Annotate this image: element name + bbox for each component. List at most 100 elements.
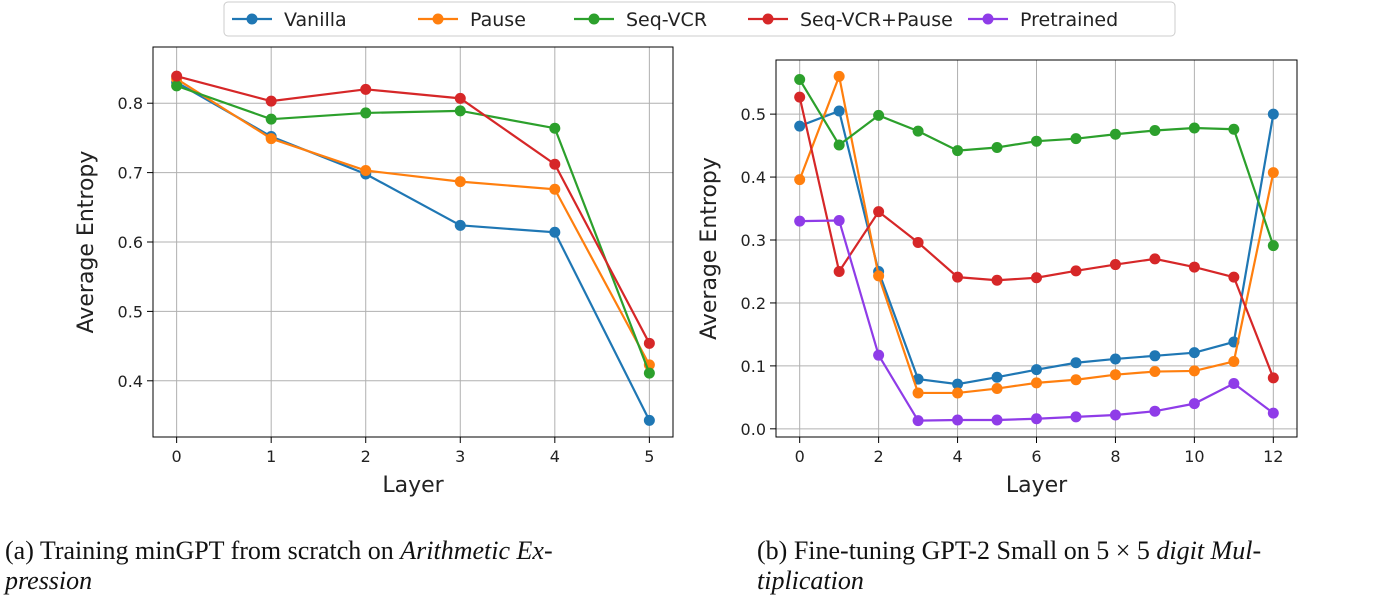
legend: Vanilla Pause Seq-VCR Seq-VCR+Pause Pretrain… xyxy=(223,1,1176,37)
legend-marker xyxy=(982,13,994,25)
data-point xyxy=(265,113,277,125)
data-point xyxy=(1228,378,1240,390)
data-point xyxy=(549,158,561,170)
x-tick-label: 12 xyxy=(1263,447,1283,466)
x-tick-label: 4 xyxy=(550,447,560,466)
data-point xyxy=(454,105,466,117)
plot-frame xyxy=(152,46,674,438)
x-tick-label: 10 xyxy=(1184,447,1204,466)
data-point xyxy=(1267,240,1279,252)
data-point xyxy=(794,91,806,103)
data-point xyxy=(794,120,806,132)
data-point xyxy=(991,274,1003,286)
data-point xyxy=(549,122,561,134)
x-tick-label: 0 xyxy=(795,447,805,466)
data-point xyxy=(833,70,845,82)
data-point xyxy=(360,165,372,177)
data-point xyxy=(873,206,885,218)
data-point xyxy=(643,414,655,426)
y-tick-label: 0.7 xyxy=(118,164,143,183)
data-point xyxy=(833,265,845,277)
x-tick-label: 5 xyxy=(644,447,654,466)
x-tick-label: 6 xyxy=(1031,447,1041,466)
data-point xyxy=(171,80,183,92)
data-point xyxy=(1149,124,1161,136)
x-tick-label: 3 xyxy=(455,447,465,466)
data-point xyxy=(794,174,806,186)
caption-text: 5 × 5 xyxy=(1096,536,1157,565)
caption: (a) Training minGPT from scratch on Arit… xyxy=(5,536,553,596)
data-point xyxy=(1188,261,1200,273)
x-tick-label: 2 xyxy=(361,447,371,466)
legend-marker xyxy=(588,13,600,25)
data-point xyxy=(1031,377,1042,389)
data-point xyxy=(952,414,964,426)
y-axis-label: Average Entropy xyxy=(697,157,722,340)
plot-frame xyxy=(775,59,1298,438)
data-point xyxy=(912,125,924,137)
y-tick-label: 0.0 xyxy=(741,420,766,439)
data-point xyxy=(265,95,277,107)
y-tick-label: 0.4 xyxy=(741,168,766,187)
y-axis-label: Average Entropy xyxy=(74,151,99,334)
data-point xyxy=(1070,133,1082,145)
legend-marker xyxy=(432,13,444,25)
legend-label: Vanilla xyxy=(284,9,347,31)
data-point xyxy=(1228,355,1240,367)
caption-text: (a) Training minGPT from scratch on xyxy=(5,536,401,565)
caption: (b) Fine-tuning GPT-2 Small on 5 × 5 dig… xyxy=(757,536,1261,596)
y-tick-label: 0.5 xyxy=(741,105,766,124)
y-tick-label: 0.5 xyxy=(118,302,143,321)
data-point xyxy=(454,219,466,231)
data-point xyxy=(643,337,655,349)
x-tick-label: 0 xyxy=(172,447,182,466)
data-point xyxy=(454,92,466,104)
x-axis-label: Layer xyxy=(1006,473,1068,498)
series-line xyxy=(176,75,651,344)
data-point xyxy=(991,414,1003,426)
data-point xyxy=(1109,259,1121,271)
y-tick-label: 0.4 xyxy=(118,372,143,391)
data-point xyxy=(991,383,1003,395)
data-point xyxy=(1188,365,1200,377)
data-point xyxy=(1109,128,1121,140)
y-tick-label: 0.2 xyxy=(741,294,766,313)
data-point xyxy=(1267,407,1279,419)
data-point xyxy=(643,367,655,379)
data-point xyxy=(1188,347,1200,359)
data-point xyxy=(1109,369,1121,381)
data-point xyxy=(1070,411,1082,423)
data-point xyxy=(549,183,561,195)
x-tick-label: 8 xyxy=(1110,447,1120,466)
data-point xyxy=(360,83,372,95)
data-point xyxy=(171,70,183,82)
data-point xyxy=(1188,122,1200,134)
data-point xyxy=(912,237,924,249)
data-point xyxy=(873,109,885,121)
data-point xyxy=(1109,409,1121,421)
data-point xyxy=(873,349,885,361)
data-point xyxy=(952,271,964,283)
legend-marker xyxy=(762,13,774,25)
caption-text: pression xyxy=(5,566,93,595)
data-point xyxy=(1031,413,1042,425)
x-tick-label: 1 xyxy=(266,447,276,466)
data-point xyxy=(1109,353,1121,365)
data-point xyxy=(1228,271,1240,283)
data-point xyxy=(1149,350,1161,362)
data-point xyxy=(1031,364,1042,376)
data-point xyxy=(873,270,885,282)
legend-label: Pretrained xyxy=(1020,9,1118,31)
caption-line: (a) Training minGPT from scratch on Arit… xyxy=(5,536,553,566)
data-point xyxy=(360,107,372,119)
legend-label: Pause xyxy=(470,9,526,31)
data-point xyxy=(912,415,924,427)
data-point xyxy=(1267,108,1279,120)
series-line xyxy=(176,77,651,366)
data-point xyxy=(912,387,924,399)
legend-frame xyxy=(223,1,1176,37)
caption-text: tiplication xyxy=(757,566,864,595)
data-point xyxy=(794,215,806,227)
data-point xyxy=(1188,398,1200,410)
